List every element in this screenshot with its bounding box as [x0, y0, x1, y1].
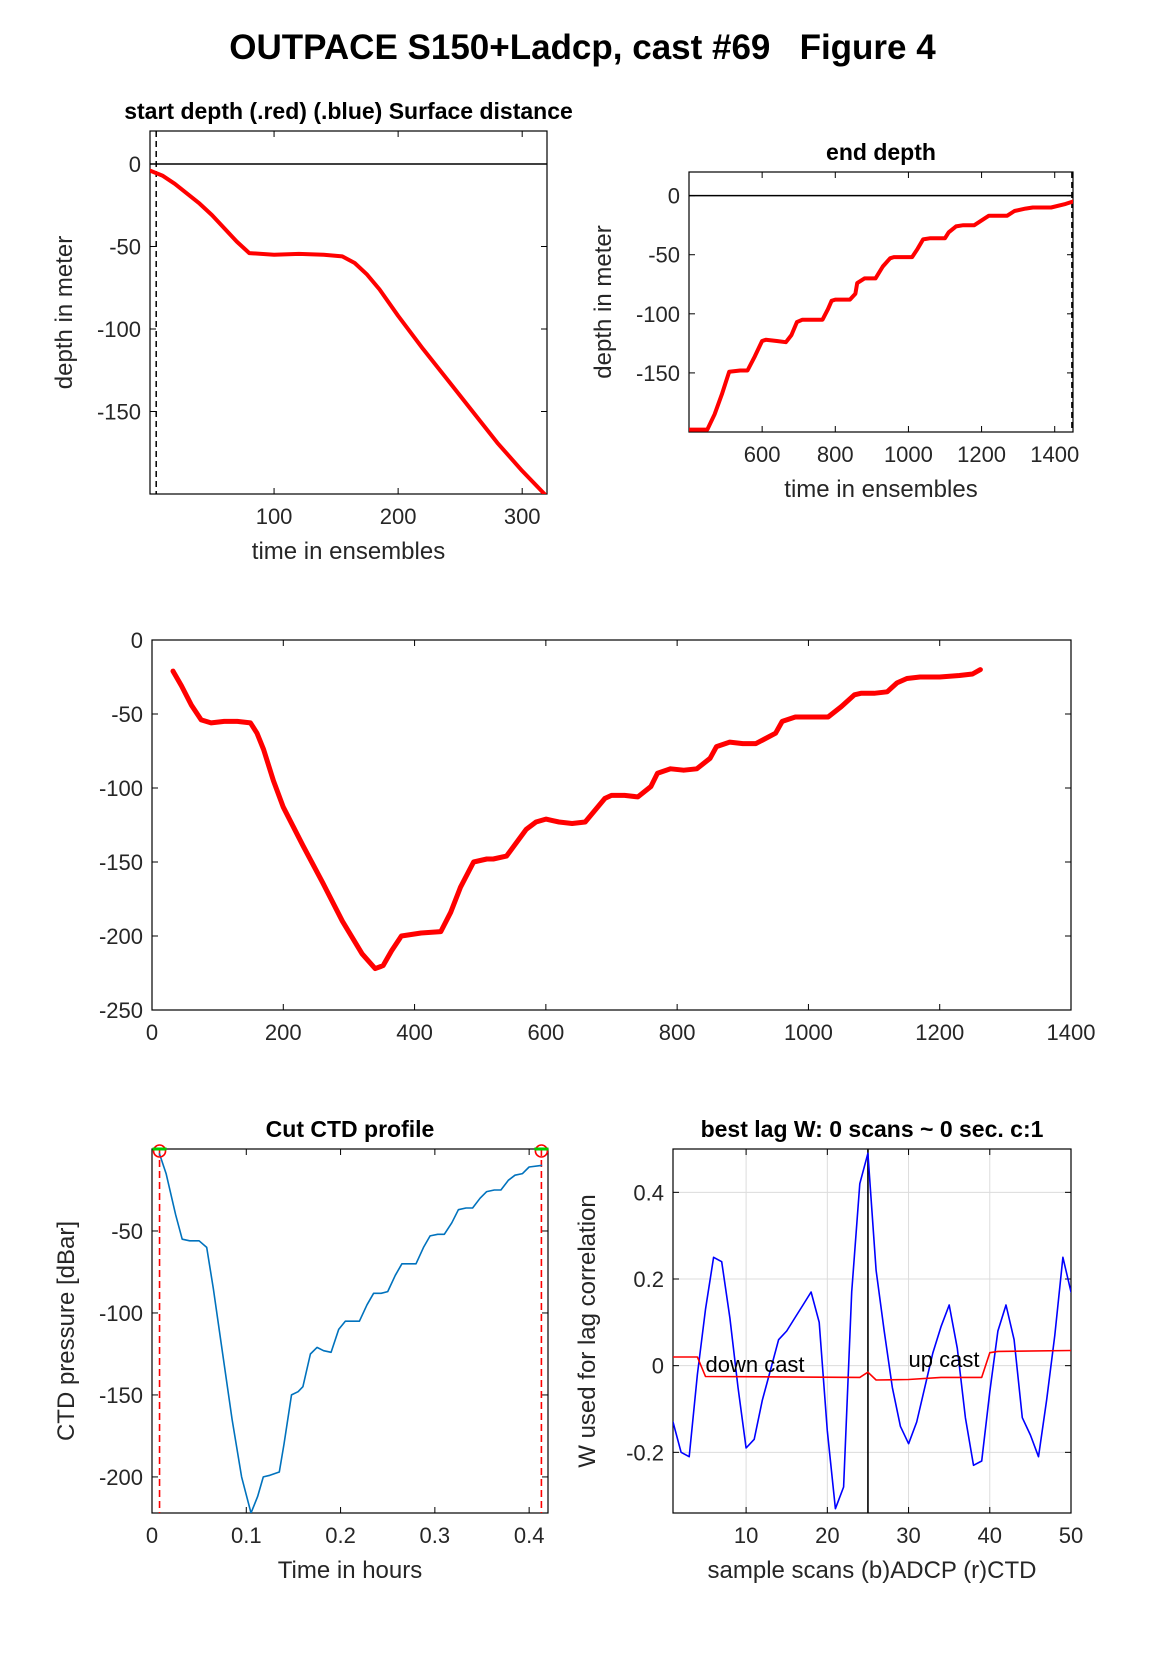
- y-axis-label: depth in meter: [51, 236, 78, 389]
- x-tick-label: 1200: [957, 442, 1006, 467]
- y-tick-label: -50: [111, 1219, 143, 1244]
- x-tick-label: 1400: [1047, 1020, 1096, 1045]
- plot-area: [673, 1149, 1071, 1513]
- y-tick-label: -100: [99, 776, 143, 801]
- axes-frame: [672, 1148, 1072, 1514]
- y-tick-label: 0: [131, 628, 143, 653]
- chart-title: start depth (.red) (.blue) Surface dista…: [124, 98, 573, 124]
- y-tick-label: -50: [111, 702, 143, 727]
- y-tick-label: 0: [129, 152, 141, 177]
- x-tick-label: 0.3: [420, 1523, 451, 1548]
- x-tick-label: 200: [380, 504, 417, 529]
- x-axis-label: Time in hours: [278, 1557, 423, 1584]
- x-tick-label: 30: [896, 1523, 920, 1548]
- chart-title: end depth: [826, 139, 936, 165]
- x-tick-label: 20: [815, 1523, 839, 1548]
- series-line-red: [150, 168, 547, 494]
- chart-best_lag: 10 20 30 40 50 0.4 0.2 0 -0.2 best lag W: 0 scans…: [574, 1116, 1083, 1584]
- x-tick-label: 200: [265, 1020, 302, 1045]
- x-axis-label: time in ensembles: [252, 538, 445, 565]
- y-tick-label: -100: [636, 302, 680, 327]
- chart-end_depth: 600 800 1000 1200 1400 0 -50 -100 -150 end depth t…: [590, 139, 1079, 503]
- x-tick-label: 1000: [784, 1020, 833, 1045]
- series-line-red: [673, 1349, 1071, 1381]
- axes-frame: [688, 171, 1074, 433]
- y-tick-label: -50: [109, 235, 141, 260]
- x-tick-label: 40: [978, 1523, 1002, 1548]
- y-axis-label: W used for lag correlation: [574, 1194, 601, 1467]
- series-line-ctd: [158, 1153, 543, 1513]
- x-tick-label: 1400: [1030, 442, 1079, 467]
- x-axis-label: time in ensembles: [784, 476, 977, 503]
- y-tick-label: -0.2: [626, 1440, 664, 1465]
- chart-cut_ctd: 0 0.1 0.2 0.3 0.4 -50 -100 -150 -200 Cut CTD prof…: [53, 1116, 549, 1584]
- figure-title: OUTPACE S150+Ladcp, cast #69 Figure 4: [229, 28, 936, 67]
- axes-frame: [149, 130, 548, 495]
- axes-frame: [151, 639, 1072, 1011]
- y-tick-label: -200: [99, 924, 143, 949]
- chart-full_profile: 0 200 400 600 800 1000 1200 1400 0 -50 -100 -150 -20…: [99, 628, 1096, 1045]
- y-tick-label: -100: [99, 1301, 143, 1326]
- y-tick-label: -150: [99, 1383, 143, 1408]
- cut-marker: [152, 1144, 167, 1158]
- x-tick-label: 600: [744, 442, 781, 467]
- x-tick-label: 800: [817, 442, 854, 467]
- x-tick-label: 0: [146, 1523, 158, 1548]
- y-tick-label: -250: [99, 998, 143, 1023]
- x-tick-label: 600: [527, 1020, 564, 1045]
- plot-area: [689, 172, 1073, 432]
- y-tick-label: -50: [648, 243, 680, 268]
- chart-title: best lag W: 0 scans ~ 0 sec. c:1: [701, 1116, 1044, 1142]
- series-line-blue: [673, 1152, 1071, 1510]
- x-tick-label: 0.2: [325, 1523, 356, 1548]
- y-tick-label: 0: [668, 184, 680, 209]
- annotation-label: up cast: [909, 1347, 980, 1372]
- x-tick-label: 300: [504, 504, 541, 529]
- chart-title: Cut CTD profile: [266, 1116, 435, 1142]
- plot-area: [158, 1149, 543, 1513]
- y-tick-label: -150: [99, 850, 143, 875]
- y-tick-label: -150: [97, 400, 141, 425]
- axes-frame: [151, 1148, 549, 1514]
- cut-marker: [534, 1144, 549, 1158]
- x-tick-label: 400: [396, 1020, 433, 1045]
- y-tick-label: 0.2: [633, 1267, 664, 1292]
- y-tick-label: -150: [636, 361, 680, 386]
- y-tick-label: 0.4: [633, 1180, 664, 1205]
- x-axis-label: sample scans (b)ADCP (r)CTD: [708, 1557, 1037, 1584]
- x-tick-label: 0.4: [514, 1523, 545, 1548]
- x-tick-label: 1200: [915, 1020, 964, 1045]
- y-axis-label: CTD pressure [dBar]: [53, 1221, 80, 1441]
- series-line-red: [170, 667, 983, 972]
- annotation-label: down cast: [705, 1352, 804, 1377]
- chart-start_depth: 100 200 300 0 -50 -100 -150 start depth (.red) …: [51, 98, 573, 565]
- x-tick-label: 10: [734, 1523, 758, 1548]
- x-tick-label: 0: [146, 1020, 158, 1045]
- x-tick-label: 800: [659, 1020, 696, 1045]
- y-tick-label: 0: [652, 1354, 664, 1379]
- plot-area: [170, 667, 983, 972]
- y-tick-label: -100: [97, 317, 141, 342]
- x-tick-label: 100: [256, 504, 293, 529]
- x-tick-label: 50: [1059, 1523, 1083, 1548]
- y-tick-label: -200: [99, 1465, 143, 1490]
- plot-area: [150, 131, 547, 494]
- y-axis-label: depth in meter: [590, 225, 617, 378]
- x-tick-label: 1000: [884, 442, 933, 467]
- x-tick-label: 0.1: [231, 1523, 262, 1548]
- series-line-red: [689, 199, 1073, 432]
